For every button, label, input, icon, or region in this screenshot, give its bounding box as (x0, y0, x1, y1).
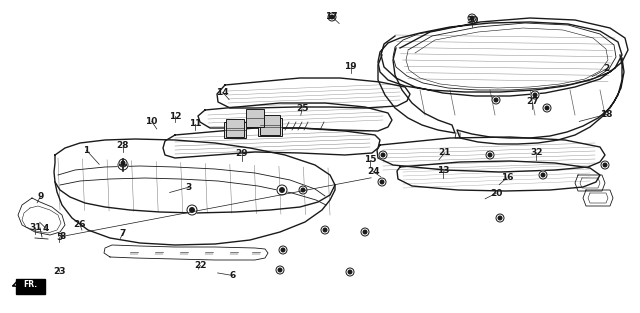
Text: FR.: FR. (24, 280, 38, 289)
Circle shape (486, 151, 494, 159)
Circle shape (604, 163, 607, 167)
Text: 8: 8 (60, 232, 66, 241)
Circle shape (281, 248, 285, 252)
Text: 21: 21 (438, 148, 451, 157)
Circle shape (330, 15, 334, 19)
Circle shape (323, 228, 327, 232)
Bar (258, 118, 282, 136)
Circle shape (277, 185, 287, 195)
Circle shape (364, 230, 367, 234)
Text: 15: 15 (364, 155, 376, 164)
Circle shape (278, 268, 282, 272)
Text: 22: 22 (194, 261, 207, 270)
Circle shape (498, 216, 502, 220)
Text: 25: 25 (296, 105, 308, 113)
Text: 31: 31 (29, 223, 42, 232)
Text: 4: 4 (43, 224, 49, 233)
Circle shape (348, 270, 352, 274)
Text: 28: 28 (116, 141, 129, 150)
Text: 2: 2 (604, 64, 610, 73)
Circle shape (189, 208, 195, 212)
Text: 7: 7 (120, 229, 126, 238)
Circle shape (187, 205, 197, 215)
Text: 18: 18 (600, 110, 613, 119)
Text: 20: 20 (490, 189, 502, 198)
Text: 32: 32 (530, 148, 543, 157)
Bar (260, 115, 280, 135)
Text: 3: 3 (186, 183, 192, 192)
Text: 5: 5 (56, 233, 62, 242)
Circle shape (279, 246, 287, 254)
Text: 6: 6 (229, 271, 236, 280)
FancyBboxPatch shape (16, 279, 45, 294)
Circle shape (119, 159, 127, 167)
Text: 11: 11 (189, 119, 202, 128)
Text: 23: 23 (53, 267, 66, 276)
Circle shape (533, 93, 537, 97)
Circle shape (379, 151, 387, 159)
Text: 16: 16 (500, 173, 513, 182)
Circle shape (601, 161, 609, 169)
Circle shape (541, 173, 545, 177)
Circle shape (321, 226, 329, 234)
Circle shape (378, 178, 386, 186)
Circle shape (121, 161, 125, 165)
Circle shape (470, 16, 474, 20)
Text: 27: 27 (526, 97, 539, 106)
Circle shape (346, 268, 354, 276)
Circle shape (381, 153, 385, 157)
Text: 1: 1 (83, 146, 90, 155)
Circle shape (488, 153, 492, 157)
Circle shape (118, 160, 128, 170)
Bar (224, 122, 246, 138)
Text: 14: 14 (216, 88, 229, 97)
Circle shape (468, 14, 476, 22)
Circle shape (301, 188, 305, 192)
Circle shape (543, 104, 551, 112)
Circle shape (545, 106, 548, 110)
Circle shape (496, 214, 504, 222)
Text: 12: 12 (169, 112, 182, 121)
Text: 9: 9 (37, 192, 44, 201)
Circle shape (361, 228, 369, 236)
Text: 19: 19 (344, 62, 357, 71)
Circle shape (276, 266, 284, 274)
Bar (226, 119, 244, 137)
Circle shape (539, 171, 547, 179)
Circle shape (380, 180, 384, 184)
Text: 10: 10 (145, 117, 158, 126)
Text: 29: 29 (236, 150, 248, 158)
Text: 30: 30 (466, 16, 479, 25)
Circle shape (299, 186, 307, 194)
Circle shape (280, 188, 284, 192)
Text: 13: 13 (436, 166, 449, 175)
Text: 26: 26 (74, 220, 86, 229)
Text: 24: 24 (367, 167, 380, 176)
Circle shape (531, 91, 539, 99)
Circle shape (328, 13, 336, 21)
Text: 17: 17 (325, 12, 338, 21)
Bar (246, 109, 264, 127)
Circle shape (492, 96, 500, 104)
Circle shape (494, 98, 498, 102)
